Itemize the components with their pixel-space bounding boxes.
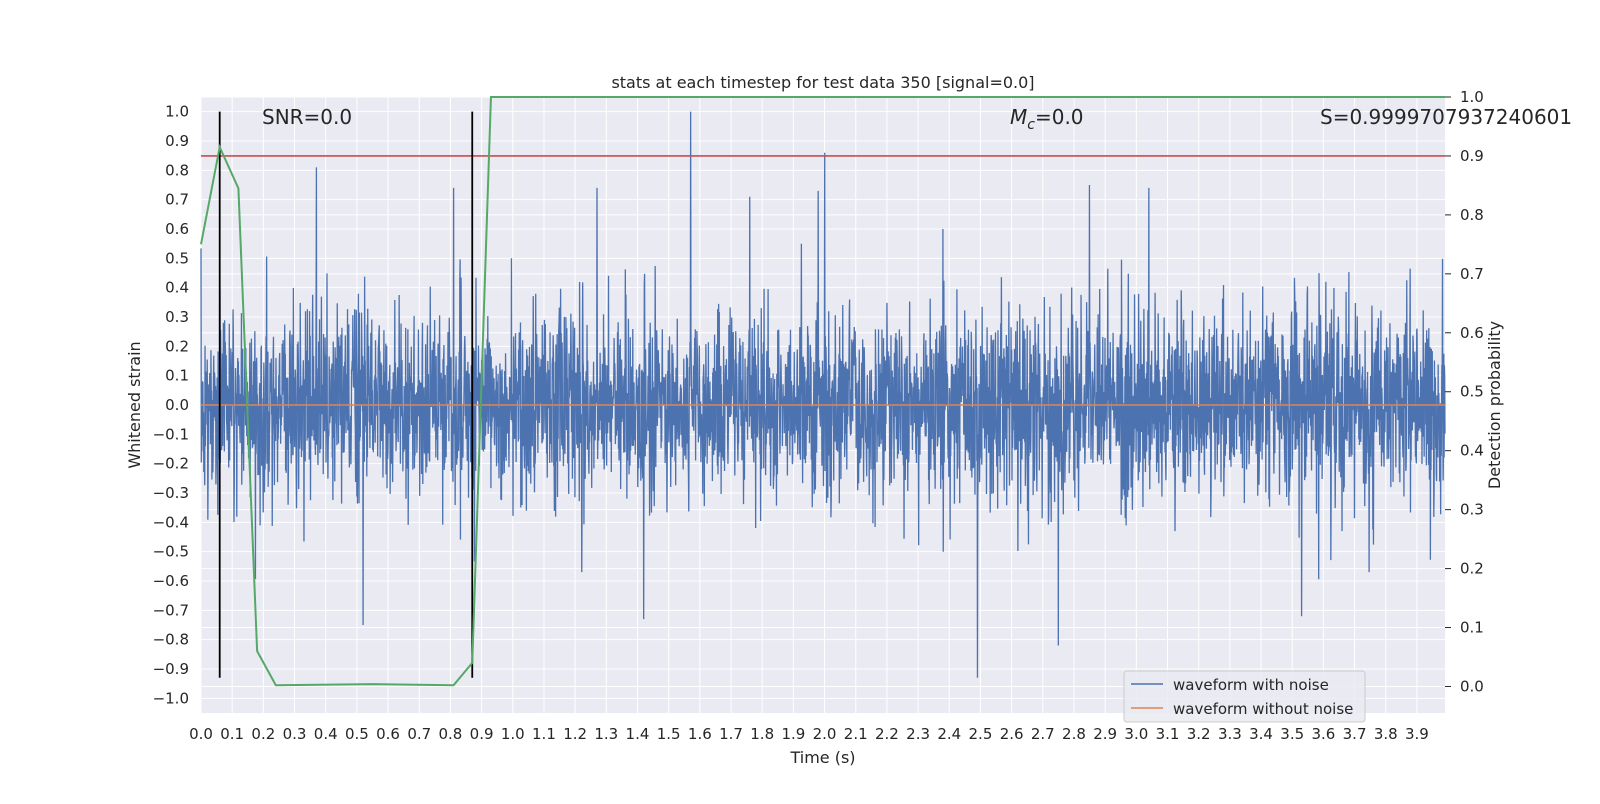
x-tick-label: 3.7	[1343, 725, 1367, 743]
y-tick-label: −0.4	[153, 513, 189, 531]
y-right-tick-label: 0.1	[1460, 619, 1484, 637]
x-tick-label: 0.3	[283, 725, 307, 743]
y-tick-label: 0.3	[165, 308, 189, 326]
y-right-tick-label: 0.0	[1460, 677, 1484, 695]
y-tick-label: −0.2	[153, 455, 189, 473]
x-tick-label: 1.7	[719, 725, 743, 743]
x-tick-label: 2.1	[844, 725, 868, 743]
axis-layer: 0.0 0.1 0.2 0.3 0.4 0.5 0.6 0.7 0.8 0.9 1.0 1.1 1.2 1…	[153, 88, 1484, 743]
x-tick-label: 1.3	[594, 725, 618, 743]
y-right-tick-label: 0.8	[1460, 206, 1484, 224]
y-tick-label: −0.1	[153, 425, 189, 443]
x-tick-label: 1.9	[781, 725, 805, 743]
y-right-tick-label: 0.2	[1460, 560, 1484, 578]
x-tick-label: 0.7	[407, 725, 431, 743]
y-tick-label: −0.7	[153, 601, 189, 619]
x-tick-label: 0.1	[220, 725, 244, 743]
s-annotation: S=0.9999707937240601	[1320, 105, 1572, 129]
y-tick-label: 0.8	[165, 161, 189, 179]
x-tick-label: 1.4	[626, 725, 650, 743]
x-tick-label: 3.4	[1249, 725, 1273, 743]
chart-title: stats at each timestep for test data 350…	[611, 73, 1034, 92]
y-right-tick-label: 1.0	[1460, 88, 1484, 106]
y-tick-label: −0.6	[153, 572, 189, 590]
y-axis-right-label: Detection probability	[1485, 321, 1504, 489]
y-tick-label: 0.1	[165, 367, 189, 385]
legend-label-noise: waveform with noise	[1173, 676, 1329, 694]
x-tick-label: 2.3	[906, 725, 930, 743]
y-right-tick-label: 0.5	[1460, 383, 1484, 401]
x-tick-label: 0.9	[470, 725, 494, 743]
y-tick-label: 0.0	[165, 396, 189, 414]
y-tick-label: −0.9	[153, 660, 189, 678]
x-tick-label: 1.5	[657, 725, 681, 743]
x-tick-label: 3.0	[1124, 725, 1148, 743]
x-tick-label: 1.8	[750, 725, 774, 743]
y-right-tick-label: 0.3	[1460, 501, 1484, 519]
x-tick-label: 3.3	[1218, 725, 1242, 743]
y-right-tick-label: 0.7	[1460, 265, 1484, 283]
x-axis-label: Time (s)	[789, 748, 855, 767]
x-tick-label: 3.2	[1187, 725, 1211, 743]
x-tick-label: 2.9	[1093, 725, 1117, 743]
x-tick-label: 0.0	[189, 725, 213, 743]
x-tick-label: 2.7	[1031, 725, 1055, 743]
x-tick-label: 1.0	[501, 725, 525, 743]
x-tick-label: 0.5	[345, 725, 369, 743]
y-tick-label: −0.3	[153, 484, 189, 502]
y-axis-label: Whitened strain	[125, 341, 144, 468]
snr-annotation: SNR=0.0	[262, 105, 352, 129]
y-tick-label: 0.7	[165, 191, 189, 209]
x-tick-label: 3.6	[1311, 725, 1335, 743]
x-tick-label: 1.2	[563, 725, 587, 743]
y-tick-label: −0.8	[153, 631, 189, 649]
y-tick-label: 1.0	[165, 103, 189, 121]
y-tick-label: 0.4	[165, 279, 189, 297]
y-right-tick-label: 0.9	[1460, 147, 1484, 165]
series-layer	[200, 96, 1446, 687]
y-tick-label: −1.0	[153, 689, 189, 707]
x-tick-label: 3.5	[1280, 725, 1304, 743]
x-tick-label: 0.2	[251, 725, 275, 743]
y-right-tick-label: 0.6	[1460, 324, 1484, 342]
y-right-tick-label: 0.4	[1460, 442, 1484, 460]
detection-probability-line	[200, 96, 1445, 687]
x-tick-label: 0.4	[314, 725, 338, 743]
legend-label-clean: waveform without noise	[1173, 700, 1353, 718]
y-tick-label: 0.6	[165, 220, 189, 238]
x-tick-label: 3.1	[1156, 725, 1180, 743]
x-tick-label: 1.1	[532, 725, 556, 743]
x-tick-label: 2.2	[875, 725, 899, 743]
mc-value: =0.0	[1035, 105, 1084, 129]
y-tick-label: 0.2	[165, 337, 189, 355]
y-tick-label: 0.9	[165, 132, 189, 150]
x-tick-label: 0.6	[376, 725, 400, 743]
x-tick-label: 2.5	[969, 725, 993, 743]
mc-subscript: c	[1027, 117, 1035, 133]
x-tick-label: 2.0	[813, 725, 837, 743]
mc-annotation: Mc=0.0	[1010, 105, 1084, 133]
x-tick-label: 3.8	[1374, 725, 1398, 743]
y-tick-label: 0.5	[165, 249, 189, 267]
waveform-with-noise-line	[200, 111, 1446, 678]
mc-symbol: M	[1010, 105, 1027, 129]
x-tick-label: 0.8	[438, 725, 462, 743]
legend: waveform with noise waveform without noi…	[1123, 670, 1366, 723]
legend-box	[1123, 670, 1366, 723]
x-tick-label: 1.6	[688, 725, 712, 743]
x-tick-label: 2.6	[1000, 725, 1024, 743]
x-tick-label: 3.9	[1405, 725, 1429, 743]
x-tick-label: 2.8	[1062, 725, 1086, 743]
x-tick-label: 2.4	[937, 725, 961, 743]
y-tick-label: −0.5	[153, 543, 189, 561]
